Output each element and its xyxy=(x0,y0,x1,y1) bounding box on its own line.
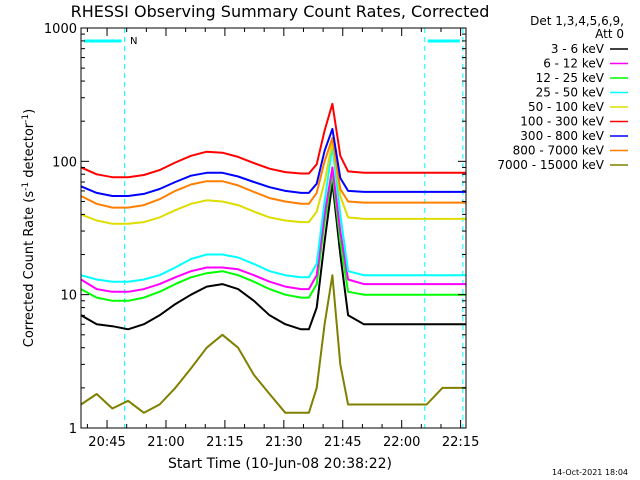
legend-header-line-2: Att 0 xyxy=(595,27,624,41)
night-marker: N xyxy=(130,36,137,47)
x-tick-label: 21:45 xyxy=(324,435,361,450)
y-axis-label-sup-2: -1 xyxy=(21,114,31,123)
legend-label: 300 - 800 keV xyxy=(520,129,604,143)
series-line-1 xyxy=(80,166,466,293)
y-axis-label: Corrected Count Rate (s-1 detector-1) xyxy=(21,109,37,347)
series-line-2 xyxy=(80,173,466,302)
series-line-3 xyxy=(80,145,466,283)
series-layer xyxy=(80,102,466,414)
x-tick-label: 21:30 xyxy=(265,435,302,450)
y-axis-label-sup-1: -1 xyxy=(21,182,31,191)
series-line-4 xyxy=(80,140,466,225)
legend-label: 800 - 7000 keV xyxy=(513,144,605,158)
chart-title: RHESSI Observing Summary Count Rates, Co… xyxy=(71,2,490,21)
night-shading xyxy=(80,28,464,428)
series-line-6 xyxy=(80,127,466,197)
x-tick-label: 21:00 xyxy=(147,435,184,450)
series-line-7 xyxy=(80,136,466,209)
x-tick-label: 22:00 xyxy=(383,435,420,450)
y-axis-label-text-3: ) xyxy=(22,109,37,114)
legend-header-line-1: Det 1,3,4,5,6,9, xyxy=(530,14,624,28)
x-axis-label: Start Time (10-Jun-08 20:38:22) xyxy=(168,456,392,472)
series-line-5 xyxy=(80,102,466,179)
series-line-0 xyxy=(80,181,466,331)
y-tick-label: 10 xyxy=(60,289,77,304)
y-tick-label: 100 xyxy=(52,155,77,170)
x-axis: 20:45 21:00 21:15 21:30 21:45 22:00 22:15 xyxy=(86,28,479,450)
footer-date: 14-Oct-2021 18:04 xyxy=(552,468,628,477)
y-axis-label-text-1: Corrected Count Rate (s xyxy=(22,191,37,348)
legend-label: 7000 - 15000 keV xyxy=(497,158,604,172)
y-tick-label: 1 xyxy=(69,422,77,437)
x-tick-label: 22:15 xyxy=(442,435,479,450)
legend-label: 12 - 25 keV xyxy=(536,71,605,85)
y-axis-label-text-2: detector xyxy=(22,122,37,182)
legend-label: 6 - 12 keV xyxy=(543,57,605,71)
plot-frame xyxy=(80,27,467,429)
legend-label: 50 - 100 keV xyxy=(528,100,605,114)
y-axis: 1 10 100 1000 xyxy=(44,22,466,437)
series-line-8 xyxy=(80,274,466,414)
x-tick-label: 20:45 xyxy=(88,435,125,450)
y-tick-label: 1000 xyxy=(44,22,77,37)
legend-label: 100 - 300 keV xyxy=(520,115,604,129)
legend-label: 3 - 6 keV xyxy=(551,42,605,56)
x-tick-label: 21:15 xyxy=(206,435,243,450)
legend-label: 25 - 50 keV xyxy=(536,86,605,100)
